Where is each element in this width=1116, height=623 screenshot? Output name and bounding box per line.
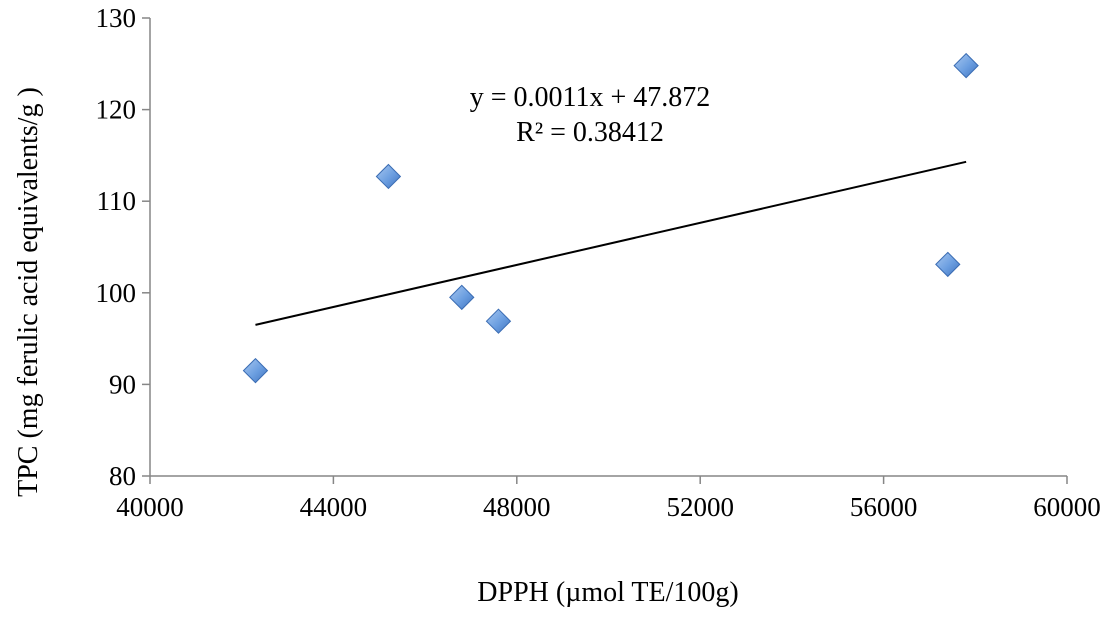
trendline-equation: y = 0.0011x + 47.872: [470, 82, 711, 113]
data-point: [935, 251, 961, 278]
chart-text: y = 0.0011x + 47.872 R² = 0.38412 DPPH (…: [13, 82, 739, 608]
data-points: [242, 52, 979, 384]
trendline: [255, 160, 967, 326]
data-point: [449, 284, 475, 311]
x-tick-label: 52000: [666, 492, 734, 522]
y-tick-label: 90: [109, 369, 136, 399]
x-tick-label: 56000: [850, 492, 918, 522]
y-tick-label: 120: [96, 95, 137, 125]
data-point: [485, 308, 512, 334]
y-tick-label: 80: [109, 461, 136, 491]
tick-labels: 80 90 100 110 120 130 40000 44000 48000 52000 5600…: [96, 3, 1101, 522]
data-point: [375, 163, 402, 190]
trendline-r-squared: R² = 0.38412: [516, 117, 664, 148]
y-axis-title: TPC (mg ferulic acid equivalents/g ): [13, 87, 44, 497]
y-tick-label: 110: [97, 186, 137, 216]
x-axis-title: DPPH (µmol TE/100g): [477, 577, 738, 608]
y-tick-label: 100: [96, 278, 137, 308]
data-point: [953, 52, 979, 79]
data-point: [242, 357, 269, 384]
trendline-group: [255, 160, 967, 326]
x-tick-label: 40000: [116, 492, 184, 522]
x-tick-label: 44000: [300, 492, 368, 522]
x-tick-label: 48000: [483, 492, 551, 522]
y-tick-label: 130: [96, 3, 137, 33]
axes: [142, 17, 1068, 484]
x-tick-label: 60000: [1033, 492, 1101, 522]
